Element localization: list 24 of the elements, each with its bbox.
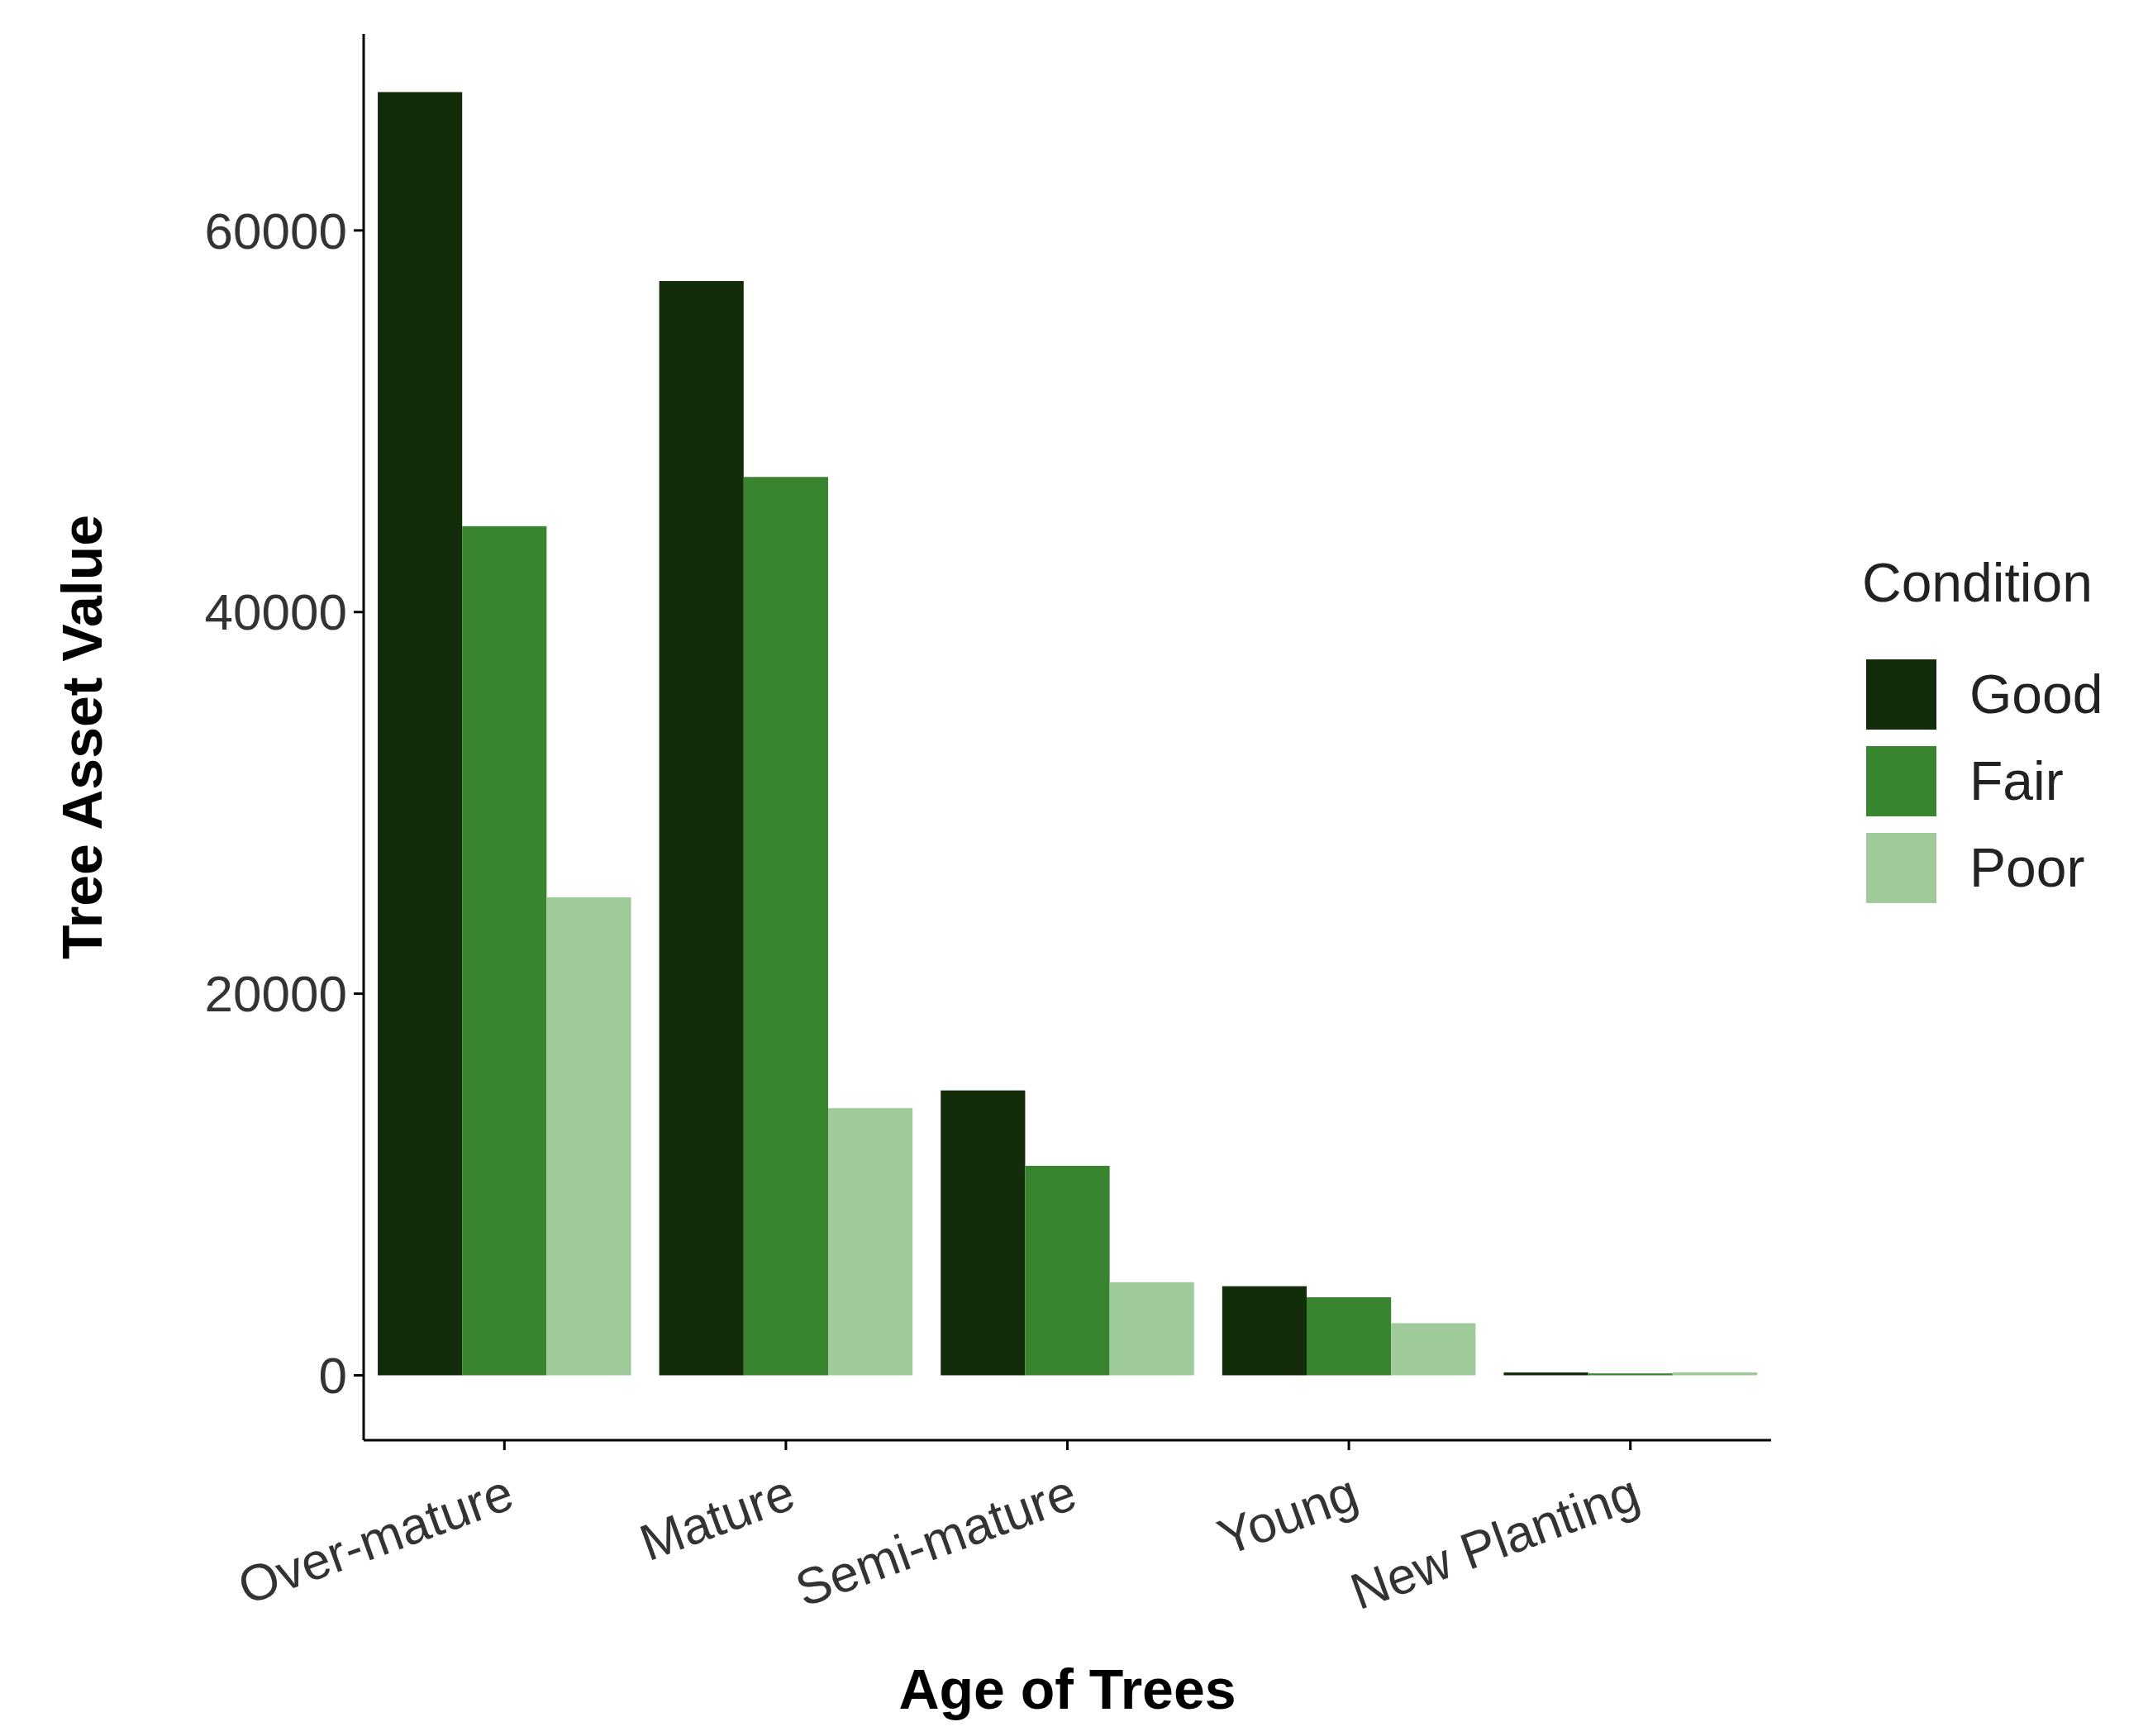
bar	[1391, 1323, 1476, 1376]
bar	[1025, 1165, 1110, 1376]
x-tick-label: Mature	[632, 1463, 803, 1572]
legend-label: Poor	[1969, 837, 2085, 899]
bar	[1109, 1282, 1194, 1376]
y-tick-label: 0	[318, 1347, 347, 1405]
bar	[1307, 1297, 1392, 1376]
x-axis-title: Age of Trees	[898, 1658, 1236, 1720]
bar	[659, 281, 744, 1376]
y-tick-label: 60000	[204, 202, 347, 259]
bar	[941, 1090, 1026, 1376]
y-tick-label: 20000	[204, 965, 347, 1023]
bar	[462, 526, 547, 1376]
bar	[378, 92, 463, 1376]
legend-title: Condition	[1862, 552, 2093, 613]
x-tick-label: Young	[1210, 1463, 1365, 1567]
y-tick-label: 40000	[204, 583, 347, 641]
bar	[827, 1108, 913, 1376]
y-axis-title: Tree Asset Value	[50, 514, 113, 960]
legend-label: Fair	[1969, 750, 2064, 812]
legend-label: Good	[1969, 663, 2103, 725]
bar	[743, 477, 828, 1376]
bar	[1222, 1286, 1307, 1376]
bar	[546, 897, 631, 1376]
